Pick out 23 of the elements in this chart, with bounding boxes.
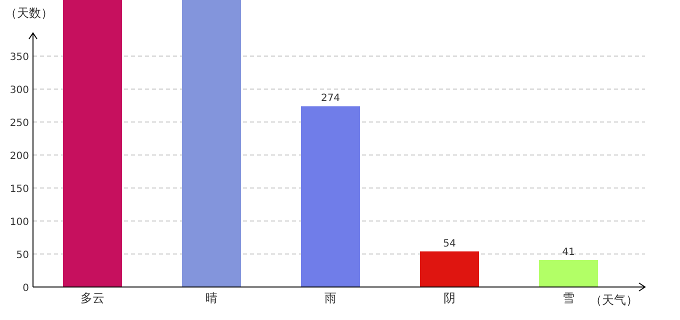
x-tick-label: 多云	[80, 291, 104, 305]
y-tick-label: 50	[16, 250, 29, 262]
y-tick-label: 350	[10, 52, 29, 64]
y-tick-label: 300	[10, 85, 29, 96]
bar	[301, 106, 360, 287]
y-tick-label: 250	[10, 118, 29, 130]
bar	[539, 260, 598, 287]
data-label: 274	[320, 93, 340, 104]
bar	[182, 0, 241, 287]
y-tick-label: 200	[10, 151, 29, 162]
data-label: 41	[562, 246, 575, 258]
y-axis-title: （天数）	[5, 6, 53, 20]
y-tick-label: 150	[10, 184, 29, 196]
bar	[420, 251, 479, 287]
x-tick-label: 雪	[562, 291, 574, 305]
x-tick-label: 阴	[444, 291, 456, 305]
x-axis-title: （天气）	[590, 293, 638, 307]
y-tick-label: 0	[22, 283, 29, 294]
bar	[63, 0, 122, 287]
y-tick-label: 100	[10, 217, 29, 228]
x-tick-label: 晴	[206, 291, 218, 305]
x-tick-label: 雨	[324, 291, 336, 305]
data-label: 54	[443, 238, 456, 250]
